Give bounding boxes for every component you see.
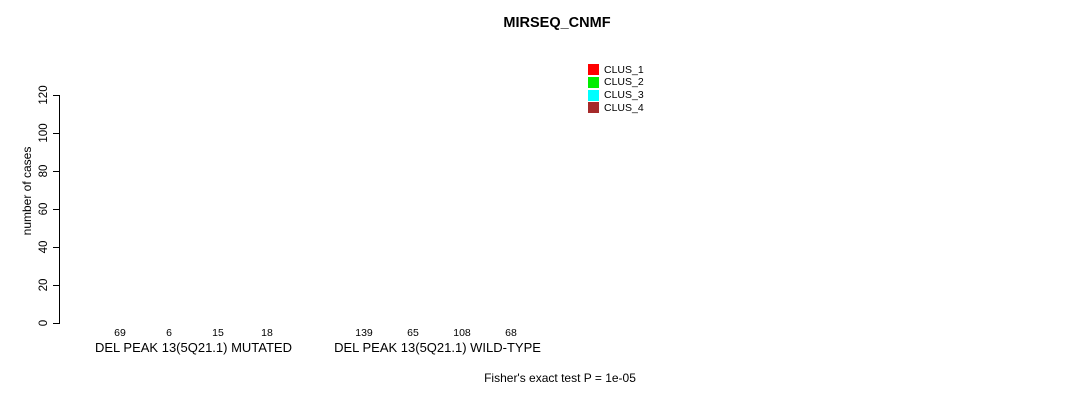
group-label: DEL PEAK 13(5Q21.1) WILD-TYPE — [334, 340, 541, 355]
y-axis-tick-label: 100 — [38, 123, 50, 143]
bar-value-label: 139 — [355, 327, 373, 339]
y-axis-tick-label: 0 — [38, 319, 50, 327]
y-axis-tick — [53, 208, 59, 210]
legend-item-clus_2: CLUS_2 — [588, 76, 644, 89]
legend-label: CLUS_1 — [604, 63, 644, 76]
y-axis-tick — [53, 132, 59, 134]
y-axis-line — [59, 95, 60, 324]
y-axis-tick — [53, 322, 59, 324]
chart-title: MIRSEQ_CNMF — [503, 15, 611, 31]
bar-value-label: 65 — [407, 327, 419, 339]
legend-item-clus_4: CLUS_4 — [588, 101, 644, 114]
y-axis-tick — [53, 284, 59, 286]
legend-swatch-clus_3 — [588, 89, 599, 101]
y-axis-tick-label: 120 — [38, 85, 50, 105]
y-axis-tick-label: 40 — [38, 240, 50, 254]
y-axis-tick-label: 20 — [38, 278, 50, 292]
bar-value-label: 69 — [114, 327, 126, 339]
bar-value-label: 6 — [166, 327, 172, 339]
y-axis-tick-label: 80 — [38, 164, 50, 178]
bar-value-label: 68 — [505, 327, 517, 339]
y-axis-tick — [53, 246, 59, 248]
y-axis-tick — [53, 94, 59, 96]
legend-swatch-clus_2 — [588, 76, 599, 88]
fisher-test-annotation: Fisher's exact test P = 1e-05 — [484, 371, 636, 385]
y-axis-label: number of cases — [20, 146, 34, 236]
legend-label: CLUS_3 — [604, 89, 644, 102]
group-label: DEL PEAK 13(5Q21.1) MUTATED — [95, 340, 292, 355]
y-axis-tick-label: 60 — [38, 202, 50, 216]
legend-item-clus_1: CLUS_1 — [588, 63, 644, 76]
legend-label: CLUS_4 — [604, 101, 644, 114]
legend-item-clus_3: CLUS_3 — [588, 89, 644, 102]
legend-label: CLUS_2 — [604, 76, 644, 89]
bar-value-label: 108 — [453, 327, 471, 339]
y-axis-tick — [53, 170, 59, 172]
legend-swatch-clus_1 — [588, 64, 599, 75]
bar-value-label: 18 — [261, 327, 273, 339]
legend-swatch-clus_4 — [588, 102, 599, 114]
bar-value-label: 15 — [212, 327, 224, 339]
